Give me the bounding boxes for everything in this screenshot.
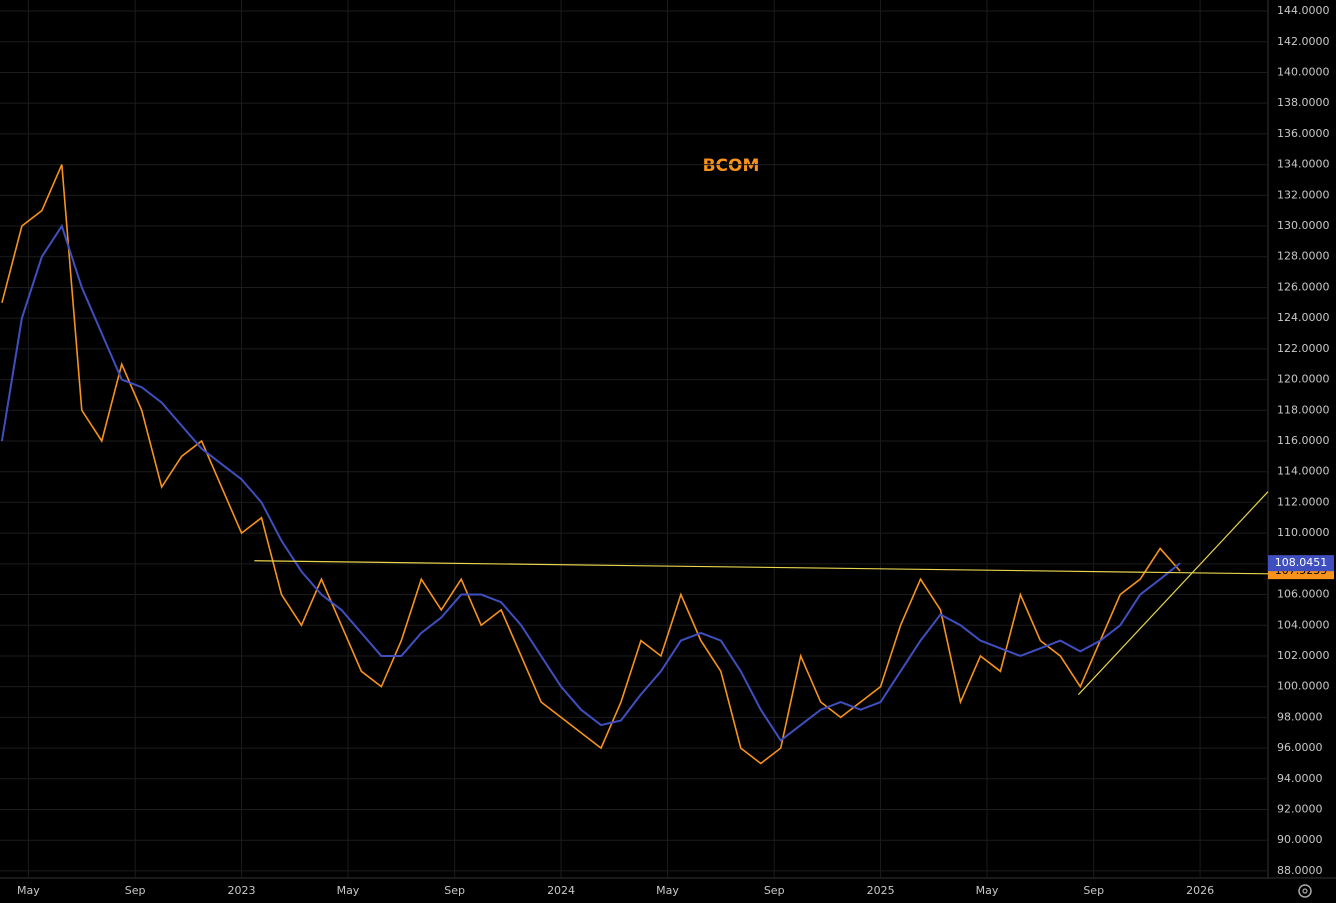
settings-icon-center xyxy=(1302,888,1308,894)
y-tick-label: 114.0000 xyxy=(1277,465,1330,478)
y-tick-label: 94.0000 xyxy=(1277,772,1323,785)
price-label-box xyxy=(1268,555,1334,572)
x-tick-label: Sep xyxy=(444,884,465,897)
x-tick-label: Sep xyxy=(125,884,146,897)
y-tick-label: 144.0000 xyxy=(1277,4,1330,17)
y-tick-label: 112.0000 xyxy=(1277,495,1330,508)
x-tick-label: May xyxy=(976,884,999,897)
y-tick-label: 120.0000 xyxy=(1277,373,1330,386)
y-tick-label: 136.0000 xyxy=(1277,127,1330,140)
y-tick-label: 102.0000 xyxy=(1277,649,1330,662)
x-tick-label: 2024 xyxy=(547,884,575,897)
y-tick-label: 124.0000 xyxy=(1277,311,1330,324)
y-tick-label: 96.0000 xyxy=(1277,741,1323,754)
x-tick-label: 2026 xyxy=(1186,884,1214,897)
trend-line xyxy=(1077,491,1269,696)
settings-icon[interactable] xyxy=(1298,884,1312,898)
y-tick-label: 132.0000 xyxy=(1277,188,1330,201)
x-tick-label: May xyxy=(17,884,40,897)
y-tick-label: 90.0000 xyxy=(1277,833,1323,846)
y-tick-label: 116.0000 xyxy=(1277,434,1330,447)
y-tick-label: 122.0000 xyxy=(1277,342,1330,355)
y-tick-label: 110.0000 xyxy=(1277,526,1330,539)
y-tick-label: 98.0000 xyxy=(1277,710,1323,723)
trend-line xyxy=(254,560,1269,575)
price-label: 108.0451 xyxy=(1275,556,1328,569)
x-tick-label: May xyxy=(337,884,360,897)
y-tick-label: 134.0000 xyxy=(1277,158,1330,171)
x-tick-label: May xyxy=(656,884,679,897)
x-tick-label: Sep xyxy=(764,884,785,897)
y-tick-label: 128.0000 xyxy=(1277,250,1330,263)
y-tick-label: 100.0000 xyxy=(1277,680,1330,693)
y-tick-label: 126.0000 xyxy=(1277,280,1330,293)
x-tick-label: Sep xyxy=(1083,884,1104,897)
y-tick-label: 130.0000 xyxy=(1277,219,1330,232)
y-tick-label: 92.0000 xyxy=(1277,803,1323,816)
chart-title: BCOM xyxy=(703,156,760,176)
y-tick-label: 138.0000 xyxy=(1277,96,1330,109)
moving-average-line xyxy=(0,223,1181,742)
y-tick-label: 140.0000 xyxy=(1277,65,1330,78)
y-tick-label: 104.0000 xyxy=(1277,618,1330,631)
y-tick-label: 88.0000 xyxy=(1277,864,1323,877)
y-tick-label: 106.0000 xyxy=(1277,588,1330,601)
y-tick-label: 142.0000 xyxy=(1277,35,1330,48)
y-tick-label: 118.0000 xyxy=(1277,403,1330,416)
x-tick-label: 2025 xyxy=(867,884,895,897)
x-tick-label: 2023 xyxy=(228,884,256,897)
